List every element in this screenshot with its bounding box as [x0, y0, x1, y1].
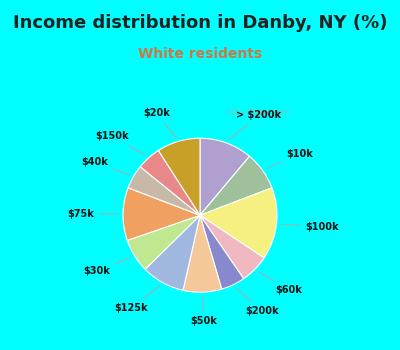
Text: $50k: $50k — [190, 296, 217, 327]
Text: $100k: $100k — [281, 222, 339, 232]
Wedge shape — [145, 215, 200, 290]
Text: Income distribution in Danby, NY (%): Income distribution in Danby, NY (%) — [13, 14, 387, 32]
Wedge shape — [200, 215, 244, 289]
Wedge shape — [158, 138, 200, 215]
Text: $30k: $30k — [83, 258, 131, 276]
Text: City-Data.com: City-Data.com — [227, 108, 292, 117]
Text: $60k: $60k — [258, 272, 303, 295]
Text: White residents: White residents — [138, 47, 262, 61]
Text: $125k: $125k — [115, 286, 160, 313]
Wedge shape — [200, 138, 250, 215]
Text: > $200k: > $200k — [229, 110, 282, 140]
Text: $10k: $10k — [266, 149, 314, 169]
Wedge shape — [200, 188, 277, 258]
Wedge shape — [200, 156, 272, 215]
Wedge shape — [123, 188, 200, 240]
Wedge shape — [127, 215, 200, 269]
Wedge shape — [200, 215, 264, 279]
Text: $200k: $200k — [236, 288, 279, 316]
Text: $75k: $75k — [67, 209, 119, 218]
Wedge shape — [183, 215, 222, 292]
Wedge shape — [128, 167, 200, 215]
Text: $20k: $20k — [143, 108, 176, 138]
Text: $150k: $150k — [96, 131, 145, 155]
Text: $40k: $40k — [81, 157, 129, 175]
Wedge shape — [140, 150, 200, 215]
